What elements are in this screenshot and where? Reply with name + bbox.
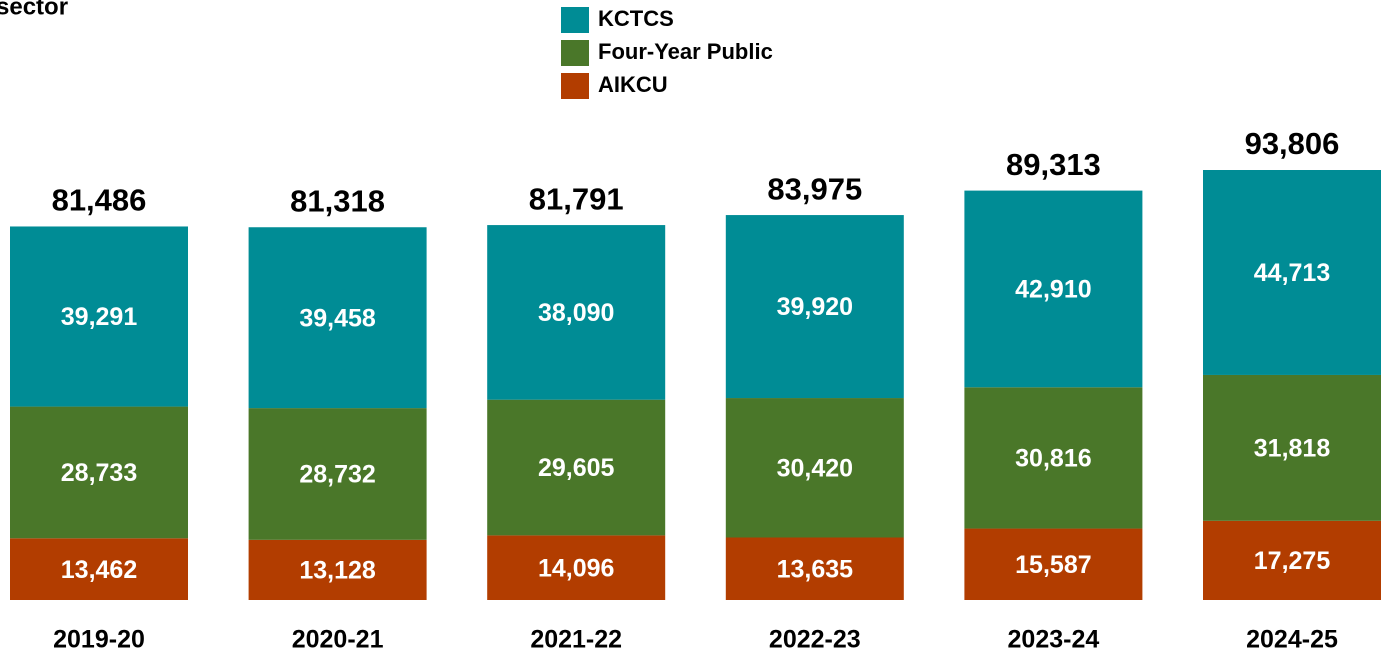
value-label: 13,462 [61,556,137,584]
value-label: 39,920 [777,293,853,321]
bar-segment [1203,374,1381,521]
value-label: 29,605 [538,454,615,482]
total-label: 93,806 [1245,126,1340,161]
value-label: 42,910 [1015,276,1091,304]
legend-swatch [561,7,589,33]
bar-segment [725,537,904,600]
value-label: 28,732 [299,461,375,489]
bar-segment [487,535,666,600]
value-label: 39,458 [299,304,376,332]
bar-segment [725,215,904,399]
total-label: 81,318 [290,183,385,218]
bar-segment [10,538,188,600]
value-label: 38,090 [538,299,614,327]
bar-segment [964,190,1143,388]
value-label: 30,420 [777,454,853,482]
bar-segment [1203,170,1381,375]
x-tick-label: 2020-21 [292,626,384,654]
bar-segment [964,528,1143,600]
chart-title: sector [0,0,68,20]
legend-label: AIKCU [598,72,668,97]
bar-segment [725,398,904,538]
value-label: 30,816 [1015,445,1091,473]
value-label: 15,587 [1015,551,1091,579]
bar-segment [10,406,188,539]
x-tick-label: 2021-22 [530,626,622,654]
bar-segment [248,227,427,409]
total-label: 83,975 [767,171,862,206]
legend-swatch [561,73,589,99]
value-label: 31,818 [1254,434,1331,462]
value-label: 28,733 [61,459,137,487]
legend-label: Four-Year Public [598,39,773,64]
total-label: 81,486 [52,183,147,218]
value-label: 44,713 [1254,259,1330,287]
bar-segment [1203,520,1381,600]
x-tick-label: 2024-25 [1246,626,1338,654]
bar-segment [964,387,1143,529]
bar-segment [10,226,188,407]
x-tick-label: 2022-23 [769,626,861,654]
total-label: 81,791 [529,181,624,216]
bar-segment [487,399,666,536]
legend-swatch [561,40,589,66]
x-tick-label: 2019-20 [53,626,145,654]
bar-segment [248,408,427,540]
value-label: 17,275 [1254,547,1331,575]
value-label: 39,291 [61,303,138,331]
legend-label: KCTCS [598,6,674,31]
value-label: 13,635 [777,555,854,583]
bar-segment [248,539,427,600]
x-tick-label: 2023-24 [1008,626,1100,654]
total-label: 89,313 [1006,147,1101,182]
bar-segment [487,225,666,400]
value-label: 13,128 [299,557,376,585]
value-label: 14,096 [538,554,614,582]
